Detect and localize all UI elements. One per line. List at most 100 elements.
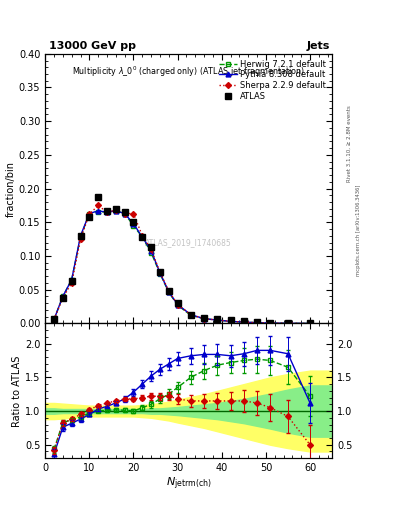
Sherpa 2.2.9 default xyxy=(149,246,154,252)
Pythia 8.308 default xyxy=(241,319,246,325)
Sherpa 2.2.9 default xyxy=(158,269,162,275)
Sherpa 2.2.9 default xyxy=(122,210,127,217)
Pythia 8.308 default xyxy=(149,247,154,253)
ATLAS xyxy=(215,316,220,323)
Pythia 8.308 default xyxy=(228,318,233,325)
ATLAS xyxy=(122,209,127,215)
Pythia 8.308 default xyxy=(114,208,118,214)
Pythia 8.308 default xyxy=(96,208,101,214)
ATLAS xyxy=(87,214,92,220)
Herwig 7.2.1 default xyxy=(268,320,273,326)
Sherpa 2.2.9 default xyxy=(131,210,136,217)
Line: Sherpa 2.2.9 default: Sherpa 2.2.9 default xyxy=(52,203,312,326)
ATLAS xyxy=(131,219,136,225)
Text: Jets: Jets xyxy=(307,41,330,51)
Sherpa 2.2.9 default xyxy=(105,209,109,215)
ATLAS xyxy=(158,269,162,275)
Sherpa 2.2.9 default xyxy=(166,288,171,294)
Pythia 8.308 default xyxy=(158,270,162,276)
Herwig 7.2.1 default xyxy=(87,210,92,217)
ATLAS xyxy=(96,194,101,200)
Y-axis label: fraction/bin: fraction/bin xyxy=(6,161,16,217)
Herwig 7.2.1 default xyxy=(122,210,127,217)
Herwig 7.2.1 default xyxy=(140,234,145,240)
Pythia 8.308 default xyxy=(69,276,74,283)
Herwig 7.2.1 default xyxy=(241,319,246,325)
ATLAS xyxy=(286,320,290,326)
ATLAS xyxy=(149,244,154,250)
Sherpa 2.2.9 default xyxy=(175,302,180,308)
Pythia 8.308 default xyxy=(189,312,193,318)
Pythia 8.308 default xyxy=(131,221,136,227)
Line: Herwig 7.2.1 default: Herwig 7.2.1 default xyxy=(51,208,312,326)
Herwig 7.2.1 default xyxy=(215,317,220,323)
Sherpa 2.2.9 default xyxy=(140,232,145,239)
Pythia 8.308 default xyxy=(215,317,220,323)
Pythia 8.308 default xyxy=(78,232,83,239)
Herwig 7.2.1 default xyxy=(131,223,136,229)
Sherpa 2.2.9 default xyxy=(87,211,92,217)
Pythia 8.308 default xyxy=(286,320,290,326)
Pythia 8.308 default xyxy=(140,234,145,240)
Sherpa 2.2.9 default xyxy=(241,319,246,325)
Pythia 8.308 default xyxy=(166,289,171,295)
Pythia 8.308 default xyxy=(61,293,65,300)
Pythia 8.308 default xyxy=(308,321,312,327)
Line: Pythia 8.308 default: Pythia 8.308 default xyxy=(51,208,312,326)
Sherpa 2.2.9 default xyxy=(308,321,312,327)
ATLAS xyxy=(78,232,83,239)
ATLAS xyxy=(255,319,259,325)
Y-axis label: Ratio to ATLAS: Ratio to ATLAS xyxy=(12,355,22,426)
Pythia 8.308 default xyxy=(255,319,259,326)
Pythia 8.308 default xyxy=(175,302,180,308)
Herwig 7.2.1 default xyxy=(202,315,206,322)
Sherpa 2.2.9 default xyxy=(202,315,206,322)
Text: Rivet 3.1.10, ≥ 2.8M events: Rivet 3.1.10, ≥ 2.8M events xyxy=(347,105,352,182)
Pythia 8.308 default xyxy=(105,209,109,215)
ATLAS xyxy=(241,318,246,325)
ATLAS xyxy=(202,315,206,321)
Herwig 7.2.1 default xyxy=(228,318,233,325)
Sherpa 2.2.9 default xyxy=(286,320,290,326)
Text: 13000 GeV pp: 13000 GeV pp xyxy=(49,41,136,51)
Herwig 7.2.1 default xyxy=(114,208,118,214)
Herwig 7.2.1 default xyxy=(96,208,101,215)
ATLAS xyxy=(51,316,56,323)
ATLAS xyxy=(166,288,171,294)
Pythia 8.308 default xyxy=(202,315,206,322)
Herwig 7.2.1 default xyxy=(149,249,154,255)
X-axis label: $N_{\rm jetrm(ch)}$: $N_{\rm jetrm(ch)}$ xyxy=(166,476,211,492)
ATLAS xyxy=(61,295,65,301)
Herwig 7.2.1 default xyxy=(61,293,65,300)
ATLAS xyxy=(189,312,193,318)
Herwig 7.2.1 default xyxy=(175,302,180,308)
Pythia 8.308 default xyxy=(51,316,56,323)
Sherpa 2.2.9 default xyxy=(228,318,233,325)
Herwig 7.2.1 default xyxy=(69,276,74,283)
Sherpa 2.2.9 default xyxy=(255,319,259,326)
Sherpa 2.2.9 default xyxy=(78,236,83,242)
ATLAS xyxy=(268,319,273,326)
ATLAS xyxy=(175,300,180,306)
Sherpa 2.2.9 default xyxy=(96,202,101,208)
Pythia 8.308 default xyxy=(122,210,127,217)
Sherpa 2.2.9 default xyxy=(69,280,74,286)
Sherpa 2.2.9 default xyxy=(268,320,273,326)
Sherpa 2.2.9 default xyxy=(61,295,65,301)
ATLAS xyxy=(228,317,233,323)
Herwig 7.2.1 default xyxy=(189,312,193,318)
Text: Multiplicity $\lambda\_0^0$ (charged only) (ATLAS jet fragmentation): Multiplicity $\lambda\_0^0$ (charged onl… xyxy=(72,65,305,79)
Herwig 7.2.1 default xyxy=(166,289,171,295)
Sherpa 2.2.9 default xyxy=(114,207,118,213)
Sherpa 2.2.9 default xyxy=(215,317,220,323)
ATLAS xyxy=(69,278,74,284)
Line: ATLAS: ATLAS xyxy=(51,195,313,326)
ATLAS xyxy=(308,321,312,327)
Herwig 7.2.1 default xyxy=(105,209,109,215)
Text: ATLAS_2019_I1740685: ATLAS_2019_I1740685 xyxy=(145,238,232,247)
Herwig 7.2.1 default xyxy=(51,316,56,323)
Herwig 7.2.1 default xyxy=(308,321,312,327)
ATLAS xyxy=(105,208,109,214)
Pythia 8.308 default xyxy=(268,320,273,326)
Sherpa 2.2.9 default xyxy=(189,312,193,318)
